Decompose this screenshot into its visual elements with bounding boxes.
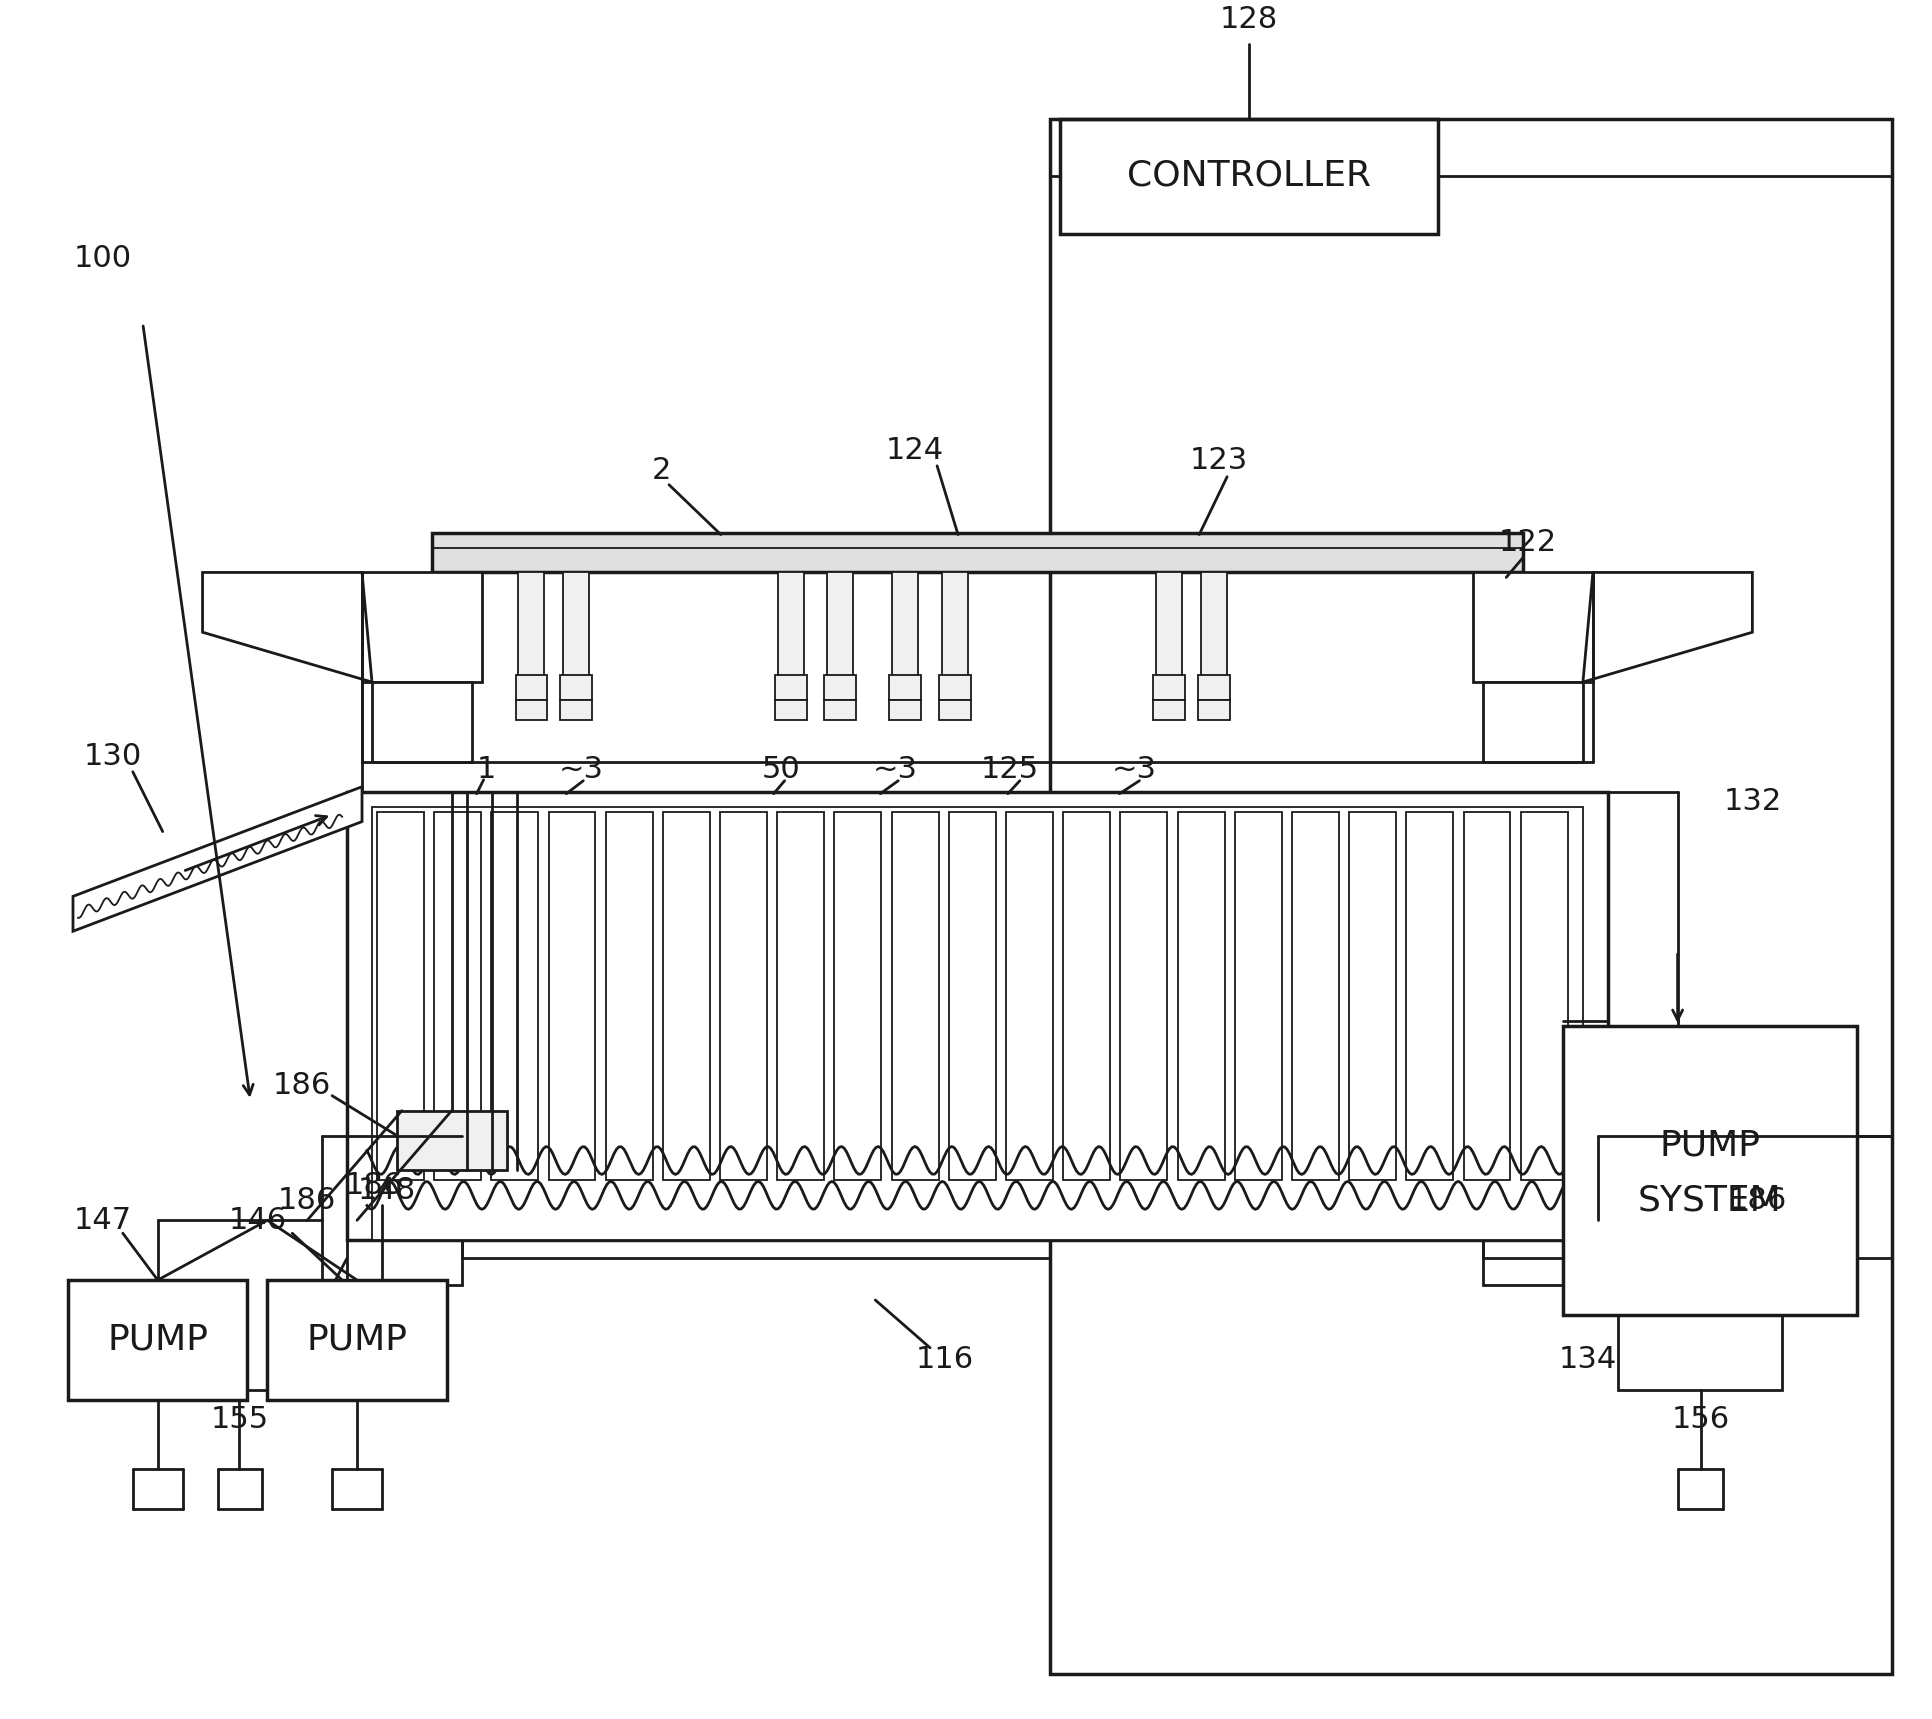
- Bar: [373, 682, 471, 762]
- Text: 156: 156: [1671, 1404, 1729, 1434]
- Bar: [1157, 572, 1182, 677]
- Bar: [939, 700, 972, 720]
- Bar: [1464, 811, 1511, 1181]
- Bar: [949, 811, 995, 1181]
- Text: 122: 122: [1499, 528, 1557, 557]
- Text: 148: 148: [357, 1176, 415, 1205]
- Bar: [516, 676, 547, 700]
- Bar: [560, 700, 593, 720]
- Bar: [825, 700, 856, 720]
- Bar: [607, 811, 653, 1181]
- Bar: [1153, 676, 1184, 700]
- Text: 186: 186: [272, 1071, 332, 1100]
- Text: 124: 124: [887, 437, 945, 466]
- Bar: [1179, 811, 1225, 1181]
- Bar: [825, 676, 856, 700]
- Bar: [1059, 119, 1439, 234]
- Bar: [516, 700, 547, 720]
- Bar: [1406, 811, 1453, 1181]
- Bar: [267, 1281, 446, 1399]
- Text: PUMP: PUMP: [1660, 1129, 1760, 1162]
- Bar: [663, 811, 709, 1181]
- Bar: [68, 1281, 247, 1399]
- Text: 100: 100: [73, 244, 131, 273]
- Text: 50: 50: [761, 755, 800, 784]
- Bar: [939, 676, 972, 700]
- Bar: [777, 572, 804, 677]
- Bar: [893, 572, 918, 677]
- Bar: [1474, 572, 1592, 682]
- Text: 132: 132: [1723, 787, 1781, 817]
- Bar: [1484, 1231, 1598, 1286]
- Text: 116: 116: [916, 1346, 974, 1373]
- Bar: [1049, 119, 1891, 1674]
- Bar: [1198, 700, 1231, 720]
- Bar: [827, 572, 854, 677]
- Bar: [518, 572, 545, 677]
- Text: 134: 134: [1559, 1346, 1617, 1373]
- Bar: [889, 676, 922, 700]
- Bar: [1007, 811, 1053, 1181]
- Bar: [361, 572, 481, 682]
- Bar: [943, 572, 968, 677]
- Bar: [373, 806, 1582, 1239]
- Bar: [1063, 811, 1111, 1181]
- Bar: [348, 792, 1607, 1239]
- Bar: [893, 811, 939, 1181]
- Text: ~3: ~3: [1113, 755, 1157, 784]
- Bar: [1617, 1220, 1783, 1389]
- Text: PUMP: PUMP: [106, 1324, 209, 1356]
- Text: 128: 128: [1219, 5, 1279, 34]
- Bar: [396, 1110, 506, 1171]
- Bar: [1563, 1026, 1857, 1315]
- Bar: [560, 676, 593, 700]
- Text: 1: 1: [477, 755, 497, 784]
- Bar: [348, 1231, 462, 1286]
- Text: 186: 186: [278, 1186, 336, 1215]
- Text: 146: 146: [228, 1205, 286, 1234]
- Bar: [158, 1220, 323, 1389]
- Text: ~3: ~3: [558, 755, 605, 784]
- Bar: [1202, 572, 1227, 677]
- Bar: [564, 572, 589, 677]
- Polygon shape: [73, 787, 361, 932]
- Bar: [431, 533, 1522, 572]
- Text: CONTROLLER: CONTROLLER: [1126, 158, 1372, 193]
- Text: 186: 186: [1729, 1186, 1787, 1215]
- Text: 155: 155: [211, 1404, 269, 1434]
- Text: PUMP: PUMP: [307, 1324, 408, 1356]
- Bar: [1349, 811, 1397, 1181]
- Text: 2: 2: [651, 456, 670, 485]
- Bar: [721, 811, 767, 1181]
- Text: 147: 147: [73, 1205, 131, 1234]
- Bar: [1293, 811, 1339, 1181]
- Text: ~3: ~3: [873, 755, 918, 784]
- Bar: [1153, 700, 1184, 720]
- Bar: [491, 811, 539, 1181]
- Bar: [1520, 811, 1567, 1181]
- Text: SYSTEM: SYSTEM: [1638, 1183, 1781, 1217]
- Bar: [889, 700, 922, 720]
- Bar: [1198, 676, 1231, 700]
- Bar: [1121, 811, 1167, 1181]
- Bar: [1235, 811, 1281, 1181]
- Bar: [775, 700, 806, 720]
- Bar: [435, 811, 481, 1181]
- Bar: [549, 811, 595, 1181]
- Bar: [1484, 682, 1582, 762]
- Text: 123: 123: [1190, 447, 1248, 476]
- Bar: [777, 811, 825, 1181]
- Bar: [775, 676, 806, 700]
- Text: 186: 186: [344, 1171, 404, 1200]
- Text: 130: 130: [83, 743, 141, 772]
- Bar: [377, 811, 423, 1181]
- Text: 125: 125: [981, 755, 1039, 784]
- Bar: [835, 811, 881, 1181]
